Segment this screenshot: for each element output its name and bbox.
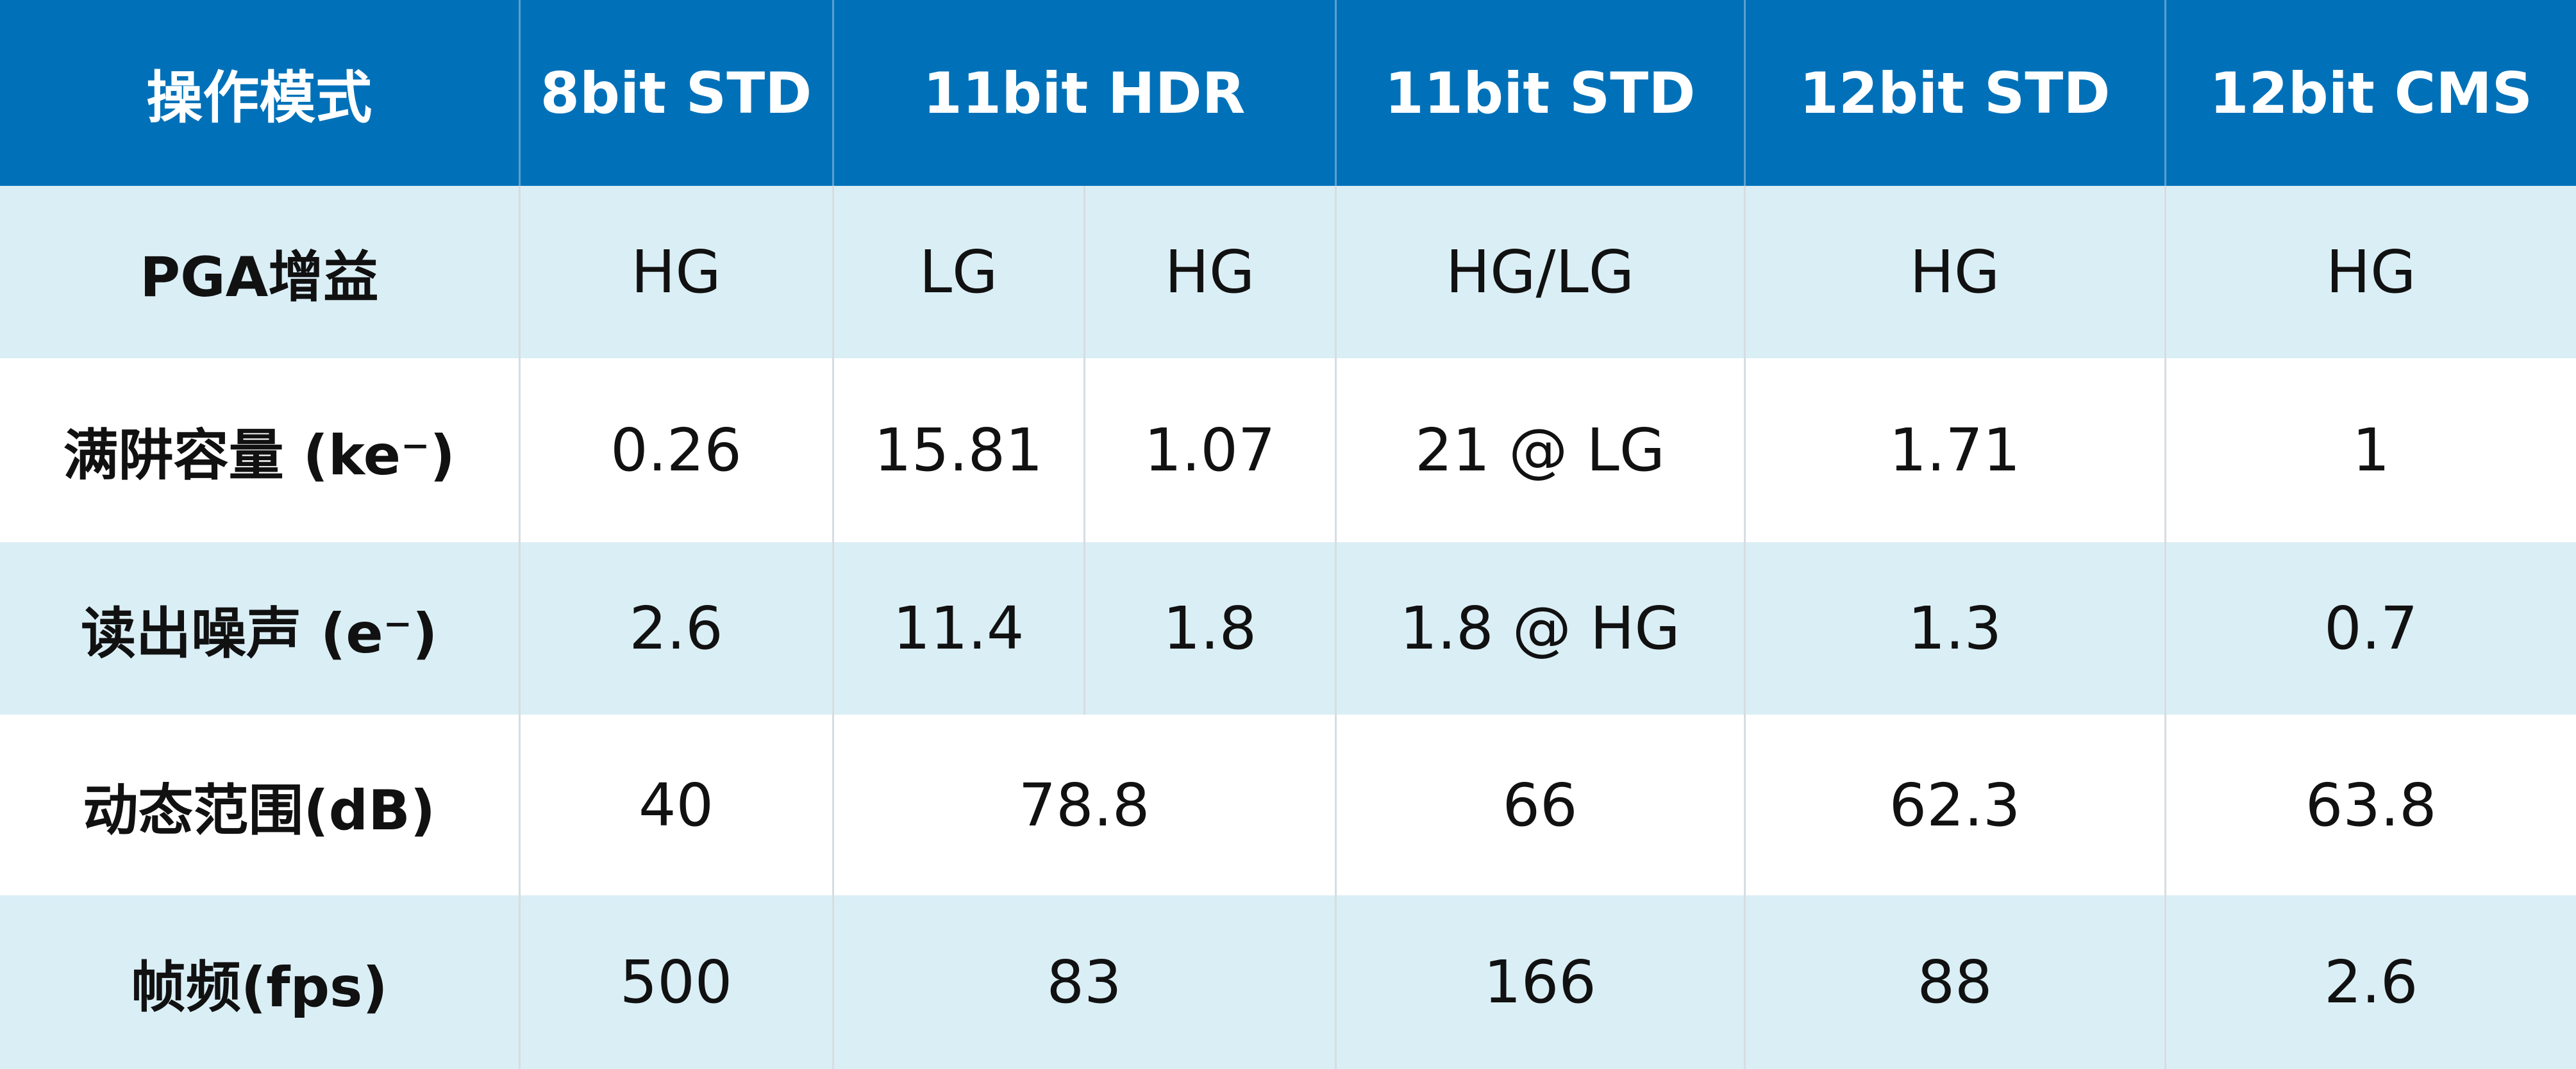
cell: 66 (1334, 715, 1744, 895)
cell: 40 (518, 715, 833, 895)
cell: HG/LG (1334, 186, 1744, 358)
row-label: 帧频(fps) (0, 895, 519, 1069)
header-cell: 11bit HDR (832, 0, 1335, 186)
cell: 63.8 (2164, 715, 2576, 895)
table-row: 动态范围(dB) 40 78.8 66 62.3 63.8 (0, 715, 2576, 895)
table-row: PGA增益 HG LG HG HG/LG HG HG (0, 186, 2576, 358)
row-label: PGA增益 (0, 186, 519, 358)
cell: 21 @ LG (1334, 358, 1744, 542)
cell: 1.8 @ HG (1334, 542, 1744, 715)
cell: 500 (518, 895, 833, 1069)
row-label: 动态范围(dB) (0, 715, 519, 895)
cell: 15.81 (832, 358, 1084, 542)
cell: HG (2164, 186, 2576, 358)
cell: 78.8 (832, 715, 1335, 895)
header-cell: 操作模式 (0, 0, 519, 186)
header-cell: 12bit CMS (2164, 0, 2576, 186)
cell: 1.71 (1743, 358, 2165, 542)
cell: 1.07 (1083, 358, 1335, 542)
cell: HG (1083, 186, 1335, 358)
cell: LG (832, 186, 1084, 358)
row-label: 读出噪声 (e⁻) (0, 542, 519, 715)
table-row: 读出噪声 (e⁻) 2.6 11.4 1.8 1.8 @ HG 1.3 0.7 (0, 542, 2576, 715)
cell: 62.3 (1743, 715, 2165, 895)
cell: 1.8 (1083, 542, 1335, 715)
cell: 1 (2164, 358, 2576, 542)
cell: 11.4 (832, 542, 1084, 715)
cell: 2.6 (2164, 895, 2576, 1069)
cell: 83 (832, 895, 1335, 1069)
header-row: 操作模式 8bit STD 11bit HDR 11bit STD 12bit STD 1… (0, 0, 2576, 186)
cell: 2.6 (518, 542, 833, 715)
cell: 166 (1334, 895, 1744, 1069)
header-cell: 12bit STD (1743, 0, 2165, 186)
header-cell: 8bit STD (518, 0, 833, 186)
cell: 0.7 (2164, 542, 2576, 715)
cell: 88 (1743, 895, 2165, 1069)
cell: 0.26 (518, 358, 833, 542)
row-label: 满阱容量 (ke⁻) (0, 358, 519, 542)
table-row: 满阱容量 (ke⁻) 0.26 15.81 1.07 21 @ LG 1.71 1 (0, 358, 2576, 542)
table-row: 帧频(fps) 500 83 166 88 2.6 (0, 895, 2576, 1069)
header-cell: 11bit STD (1334, 0, 1744, 186)
cell: HG (518, 186, 833, 358)
cell: HG (1743, 186, 2165, 358)
cell: 1.3 (1743, 542, 2165, 715)
